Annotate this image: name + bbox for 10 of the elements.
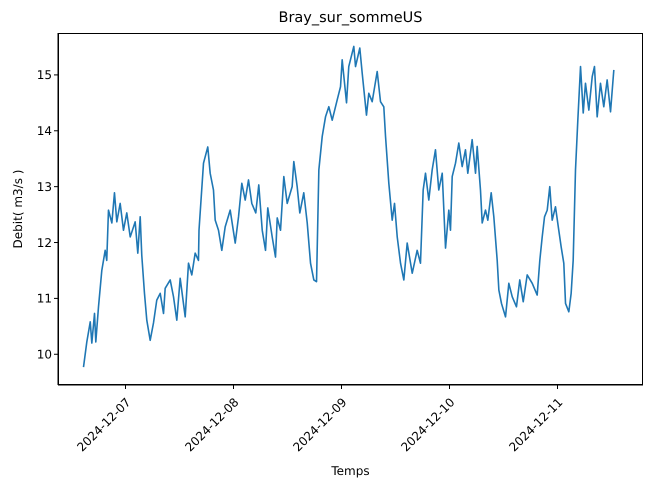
y-axis-title: Debit( m3/s ) (11, 170, 25, 248)
y-tick-label: 10 (36, 348, 52, 362)
chart-title: Bray_sur_sommeUS (278, 10, 424, 26)
y-tick-label: 11 (36, 292, 52, 306)
y-tick-label: 13 (36, 180, 52, 194)
y-tick-label: 15 (36, 68, 52, 82)
y-tick-label: 14 (36, 124, 52, 138)
line-series (82, 46, 615, 368)
y-tick-label: 12 (36, 236, 52, 250)
x-axis-title: Temps (330, 464, 370, 478)
